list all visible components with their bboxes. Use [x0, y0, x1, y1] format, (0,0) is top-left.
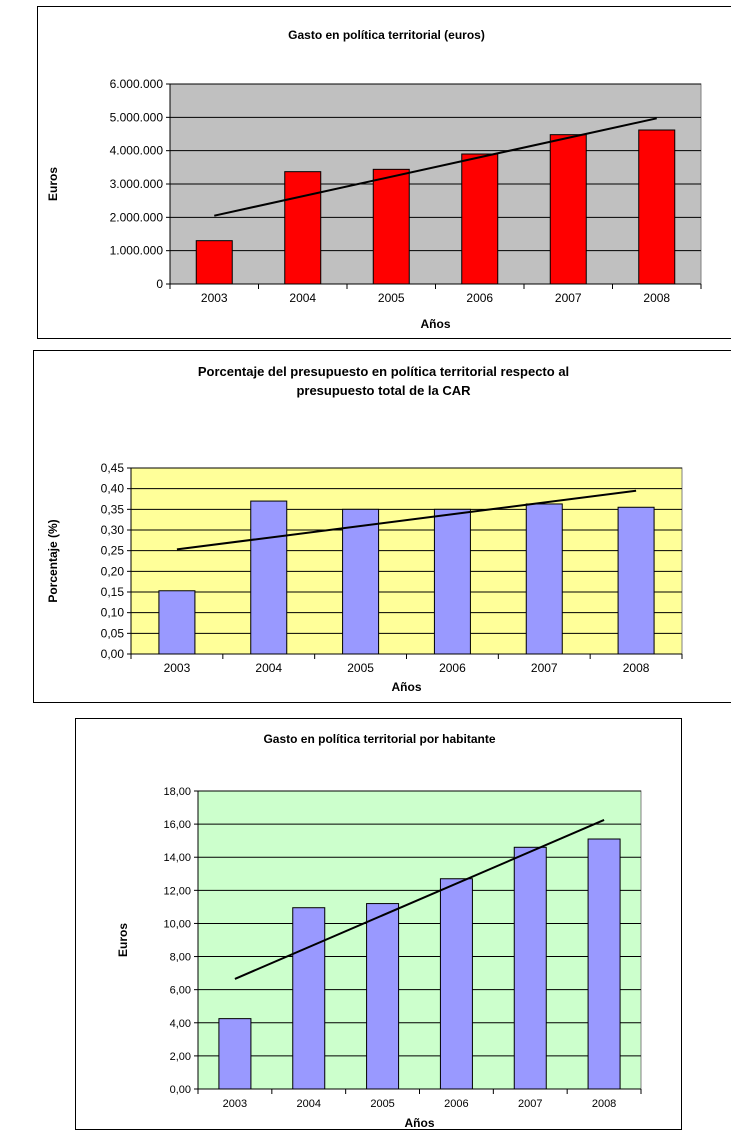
y-tick-label: 10,00 [163, 918, 191, 930]
bar-2007 [525, 503, 563, 655]
y-tick-label: 6.000.000 [110, 77, 164, 91]
x-tick-label: 2004 [255, 661, 282, 675]
y-tick-label: 14,00 [163, 852, 191, 864]
bar-2003 [195, 240, 233, 285]
y-tick-label: 0,15 [101, 585, 125, 599]
y-tick-label: 0,00 [170, 1084, 191, 1096]
bar-2008 [617, 506, 655, 655]
trendline [214, 117, 657, 217]
plot-area [130, 467, 683, 655]
x-tick-label: 2004 [289, 291, 316, 305]
x-tick-label: 2006 [466, 291, 493, 305]
bar-2004 [284, 171, 322, 285]
bar-2007 [549, 134, 587, 285]
x-tick-label: 2003 [164, 661, 191, 675]
bar-2004 [292, 907, 326, 1090]
chart-percentage: 0,00 0,05 0,10 0,15 0,20 0,25 0,30 0,35 0,40 0,45… [33, 350, 731, 703]
x-tick-label: 2008 [623, 661, 650, 675]
bar-2008 [587, 838, 621, 1090]
bar-2003 [158, 590, 196, 655]
y-tick-label: 4.000.000 [110, 144, 164, 158]
y-tick-label: 0,10 [101, 606, 125, 620]
y-tick-label: 8,00 [170, 952, 191, 964]
x-tick-label: 2006 [444, 1098, 468, 1110]
y-tick-label: 0,05 [101, 626, 125, 640]
y-tick-label: 0 [156, 277, 163, 291]
chart-per-capita: 0,00 2,00 4,00 6,00 8,00 10,00 12,00 14,00 16,00… [75, 718, 682, 1130]
chart-title: Gasto en política territorial (euros) [288, 28, 485, 42]
x-tick-label: 2008 [643, 291, 670, 305]
bar-2006 [461, 153, 499, 285]
y-tick-label: 6,00 [170, 985, 191, 997]
bar-2007 [513, 846, 547, 1090]
x-tick-label: 2005 [370, 1098, 394, 1110]
y-tick-label: 12,00 [163, 885, 191, 897]
trendline [234, 819, 605, 980]
bar-2004 [250, 500, 288, 655]
y-axis-label: Euros [116, 923, 130, 957]
chart-svg: 0 1.000.000 2.000.000 3.000.000 4.000.000 5.0… [46, 28, 702, 331]
y-tick-label: 0,25 [101, 544, 125, 558]
plot-area [197, 790, 642, 1090]
trendline [176, 489, 637, 551]
x-tick-label: 2007 [531, 661, 558, 675]
y-tick-label: 5.000.000 [110, 110, 164, 124]
y-tick-label: 16,00 [163, 819, 191, 831]
y-tick-label: 0,45 [101, 461, 125, 475]
x-axis-label: Años [421, 317, 451, 331]
y-tick-label: 2.000.000 [110, 210, 164, 224]
chart-svg: 0,00 0,05 0,10 0,15 0,20 0,25 0,30 0,35 0,40 0,45… [46, 364, 683, 694]
bar-2003 [218, 1018, 252, 1090]
bar-2005 [372, 168, 410, 285]
chart-title: Gasto en política territorial por habita… [263, 732, 495, 746]
bar-2006 [433, 508, 471, 655]
x-axis-label: Años [405, 1116, 435, 1130]
x-tick-label: 2007 [518, 1098, 542, 1110]
x-tick-label: 2005 [378, 291, 405, 305]
y-tick-label: 0,20 [101, 564, 125, 578]
x-tick-label: 2006 [439, 661, 466, 675]
x-tick-label: 2003 [201, 291, 228, 305]
bar-2008 [638, 129, 676, 285]
y-tick-label: 0,30 [101, 523, 125, 537]
y-tick-label: 2,00 [170, 1051, 191, 1063]
y-axis-label: Porcentaje (%) [46, 519, 60, 602]
bar-2005 [366, 903, 400, 1090]
x-axis-label: Años [392, 680, 422, 694]
chart-title: Porcentaje del presupuesto en política t… [198, 364, 569, 379]
x-tick-label: 2007 [555, 291, 582, 305]
x-tick-label: 2008 [592, 1098, 616, 1110]
y-tick-label: 3.000.000 [110, 177, 164, 191]
bar-2005 [342, 508, 380, 655]
x-tick-label: 2003 [223, 1098, 247, 1110]
y-tick-label: 18,00 [163, 786, 191, 798]
y-tick-label: 4,00 [170, 1018, 191, 1030]
chart-svg: 0,00 2,00 4,00 6,00 8,00 10,00 12,00 14,00 16,00… [116, 732, 642, 1130]
x-tick-label: 2004 [297, 1098, 321, 1110]
y-tick-label: 0,35 [101, 502, 125, 516]
x-tick-label: 2005 [347, 661, 374, 675]
y-tick-label: 0,00 [101, 647, 125, 661]
chart-euros: 0 1.000.000 2.000.000 3.000.000 4.000.000 5.0… [37, 6, 731, 339]
chart-title: presupuesto total de la CAR [296, 383, 471, 398]
bar-2006 [439, 878, 473, 1090]
y-axis-label: Euros [46, 167, 60, 201]
y-tick-label: 1.000.000 [110, 244, 164, 258]
y-tick-label: 0,40 [101, 482, 125, 496]
